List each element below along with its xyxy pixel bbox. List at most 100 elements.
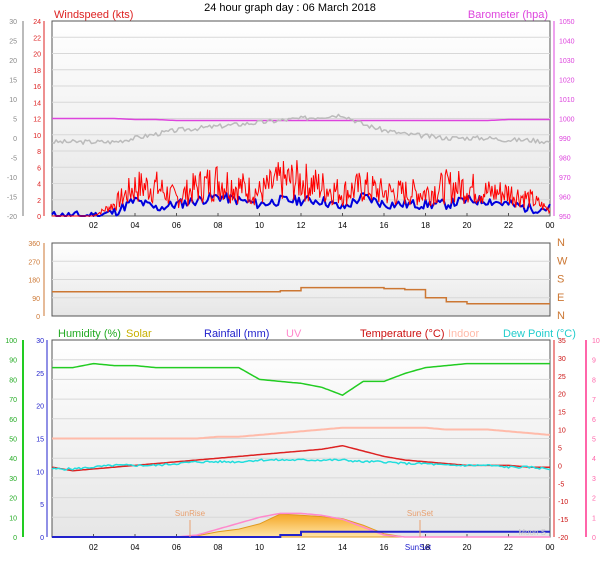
barometer-tick-label: 990 [559,136,571,143]
humidity-tick-label: 50 [9,437,17,444]
solar-legend: Solar [126,328,152,340]
x-tick-label: 00 [546,543,555,552]
barometer-line [52,117,550,122]
rain-tick-label: 10 [36,469,44,476]
x-tick-label: 04 [131,221,140,230]
barometer-tick-label: 980 [559,156,571,163]
sun-moon-annotation: SunRise [175,509,206,518]
temperature-tick-label: -5 [558,481,564,488]
x-tick-label: 08 [214,543,223,552]
temperature-tick-label: -20 [558,535,568,542]
marks-layer: SunRise SunSet SunSet Moon S [51,113,551,552]
wind-tick-label: 16 [33,84,41,91]
x-tick-label: 12 [297,543,306,552]
compass-label: N [557,237,565,249]
temperature-dim-line [51,113,551,145]
direction-line [52,286,550,305]
barometer-tick-label: 960 [559,195,571,202]
x-tick-label: 10 [255,221,264,230]
humidity-tick-label: 60 [9,417,17,424]
wind-tick-label: 2 [37,198,41,205]
humidity-tick-label: 90 [9,358,17,365]
wind-tick-label: 4 [37,182,41,189]
humidity-tick-label: 80 [9,377,17,384]
x-tick-label: 12 [297,221,306,230]
barometer-tick-label: 950 [559,214,571,221]
x-tick-label: 10 [255,543,264,552]
humidity-tick-label: 70 [9,397,17,404]
rain-tick-label: 5 [40,502,44,509]
direction-tick-label: 0 [36,314,40,321]
wind-tick-label: 14 [33,100,41,107]
barometer-tick-label: 1040 [559,39,575,46]
wind-tick-label: 0 [37,214,41,221]
barometer-tick-label: 1050 [559,19,575,26]
outer-tick-label: -20 [7,214,17,221]
humidity-line [52,362,550,396]
barometer-tick-label: 1010 [559,97,575,104]
x-tick-label: 20 [463,543,472,552]
wind-tick-label: 8 [37,149,41,156]
direction-tick-label: 360 [28,241,40,248]
outer-tick-label: -10 [7,175,17,182]
x-tick-label: 14 [338,543,347,552]
temperature-tick-label: -10 [558,499,568,506]
windspeed-legend: Windspeed (kts) [54,9,133,21]
uv-tick-label: 1 [592,515,596,522]
rain-tick-label: 0 [40,535,44,542]
x-tick-label: 16 [380,543,389,552]
x-tick-label: 02 [89,543,98,552]
indoor-line [52,426,551,440]
compass-label: N [557,310,565,322]
barometer-tick-label: 970 [559,175,571,182]
temperature-legend: Temperature (°C) [360,328,444,340]
dewpoint-line [51,458,551,471]
uv-tick-label: 2 [592,496,596,503]
outer-tick-label: 15 [9,78,17,85]
wind-tick-label: 22 [33,35,41,42]
x-tick-label: 06 [172,543,181,552]
rain-line [52,530,550,538]
compass-label: W [557,255,568,267]
humidity-tick-label: 20 [9,496,17,503]
x-tick-label: 16 [380,221,389,230]
temperature-tick-label: -15 [558,517,568,524]
wind-gust-line [52,160,551,217]
x-tick-label: 14 [338,221,347,230]
humidity-tick-label: 10 [9,515,17,522]
wind-avg-line [51,192,551,217]
page-title: 24 hour graph day : 06 March 2018 [204,2,376,14]
temperature-tick-label: 15 [558,410,566,417]
uv-tick-label: 4 [592,456,596,463]
outer-tick-label: 30 [9,19,17,26]
x-tick-label: 22 [504,543,513,552]
compass-label: E [557,292,564,304]
temperature-tick-label: 0 [558,463,562,470]
rain-tick-label: 20 [36,404,44,411]
humidity-tick-label: 40 [9,456,17,463]
outer-tick-label: 5 [13,117,17,124]
uv-tick-label: 0 [592,535,596,542]
outer-tick-label: 25 [9,39,17,46]
sun-moon-annotation: SunSet [405,543,432,552]
barometer-tick-label: 1020 [559,78,575,85]
wind-tick-label: 18 [33,68,41,75]
x-tick-label: 04 [131,543,140,552]
barometer-tick-label: 1030 [559,58,575,65]
outer-tick-label: 20 [9,58,17,65]
wind-tick-label: 20 [33,52,41,59]
uv-tick-label: 6 [592,417,596,424]
uv-legend: UV [286,328,302,340]
outer-tick-label: 10 [9,97,17,104]
uv-tick-label: 10 [592,338,600,345]
uv-tick-label: 9 [592,358,596,365]
dewpoint-legend: Dew Point (°C) [503,328,576,340]
wind-tick-label: 10 [33,133,41,140]
direction-tick-label: 90 [32,296,40,303]
sun-moon-annotation: SunSet [407,509,434,518]
outer-tick-label: 0 [13,136,17,143]
direction-tick-label: 270 [28,259,40,266]
x-tick-label: 18 [421,221,430,230]
uv-tick-label: 3 [592,476,596,483]
direction-tick-label: 180 [28,278,40,285]
